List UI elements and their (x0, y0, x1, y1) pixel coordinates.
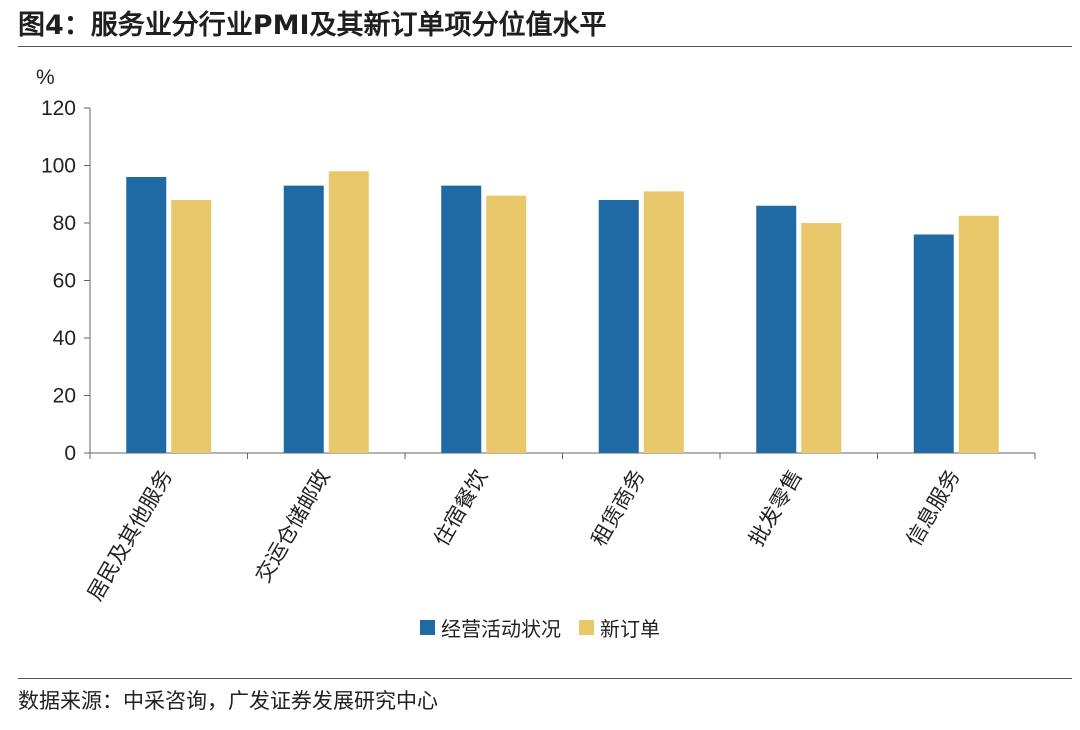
legend-label-series-1: 经营活动状况 (441, 616, 561, 641)
figure-title: 图4：服务业分行业PMI及其新订单项分位值水平 (18, 10, 607, 41)
legend-item-series-1: 经营活动状况 (420, 613, 561, 642)
bar-2-2 (328, 171, 369, 453)
chart-legend: 经营活动状况 新订单 (0, 612, 1080, 642)
bar-1-1 (126, 177, 167, 453)
y-tick-label: 20 (53, 385, 76, 408)
y-tick-label: 120 (41, 97, 76, 120)
x-category-label: 居民及其他服务 (83, 466, 177, 605)
legend-item-series-2: 新订单 (579, 613, 660, 642)
legend-swatch-series-1 (420, 619, 435, 635)
legend-label-series-2: 新订单 (600, 616, 660, 641)
x-category-label: 住宿餐饮 (429, 466, 492, 551)
bar-1-5 (756, 205, 797, 453)
y-tick-label: 60 (53, 270, 76, 293)
y-tick-label: 80 (53, 212, 76, 235)
bar-2-6 (958, 215, 999, 453)
x-category-label: 信息服务 (902, 466, 965, 551)
y-tick-label: 40 (53, 327, 76, 350)
bar-2-5 (801, 223, 842, 453)
y-tick-label: 100 (41, 155, 76, 178)
x-category-label: 交运仓储邮政 (251, 466, 335, 587)
source-divider (18, 678, 1072, 679)
bar-2-4 (643, 191, 684, 453)
bar-chart: 0 20 40 60 80 100 120% 居民及其他服务 交运仓储邮政 住宿餐饮 租赁商务 批发零… (36, 66, 1036, 605)
bar-2-3 (486, 195, 527, 453)
legend-swatch-series-2 (579, 619, 594, 635)
bar-1-2 (283, 185, 324, 453)
source-note: 数据来源：中采咨询，广发证券发展研究中心 (18, 689, 438, 713)
bar-2-1 (171, 200, 212, 453)
x-category-label: 批发零售 (744, 466, 807, 551)
bar-1-3 (441, 185, 482, 453)
bar-1-6 (913, 234, 954, 453)
bar-1-4 (598, 200, 639, 453)
y-unit-label: % (36, 66, 55, 89)
y-tick-label: 0 (64, 442, 76, 465)
x-category-label: 租赁商务 (587, 466, 650, 551)
title-divider (18, 46, 1072, 47)
